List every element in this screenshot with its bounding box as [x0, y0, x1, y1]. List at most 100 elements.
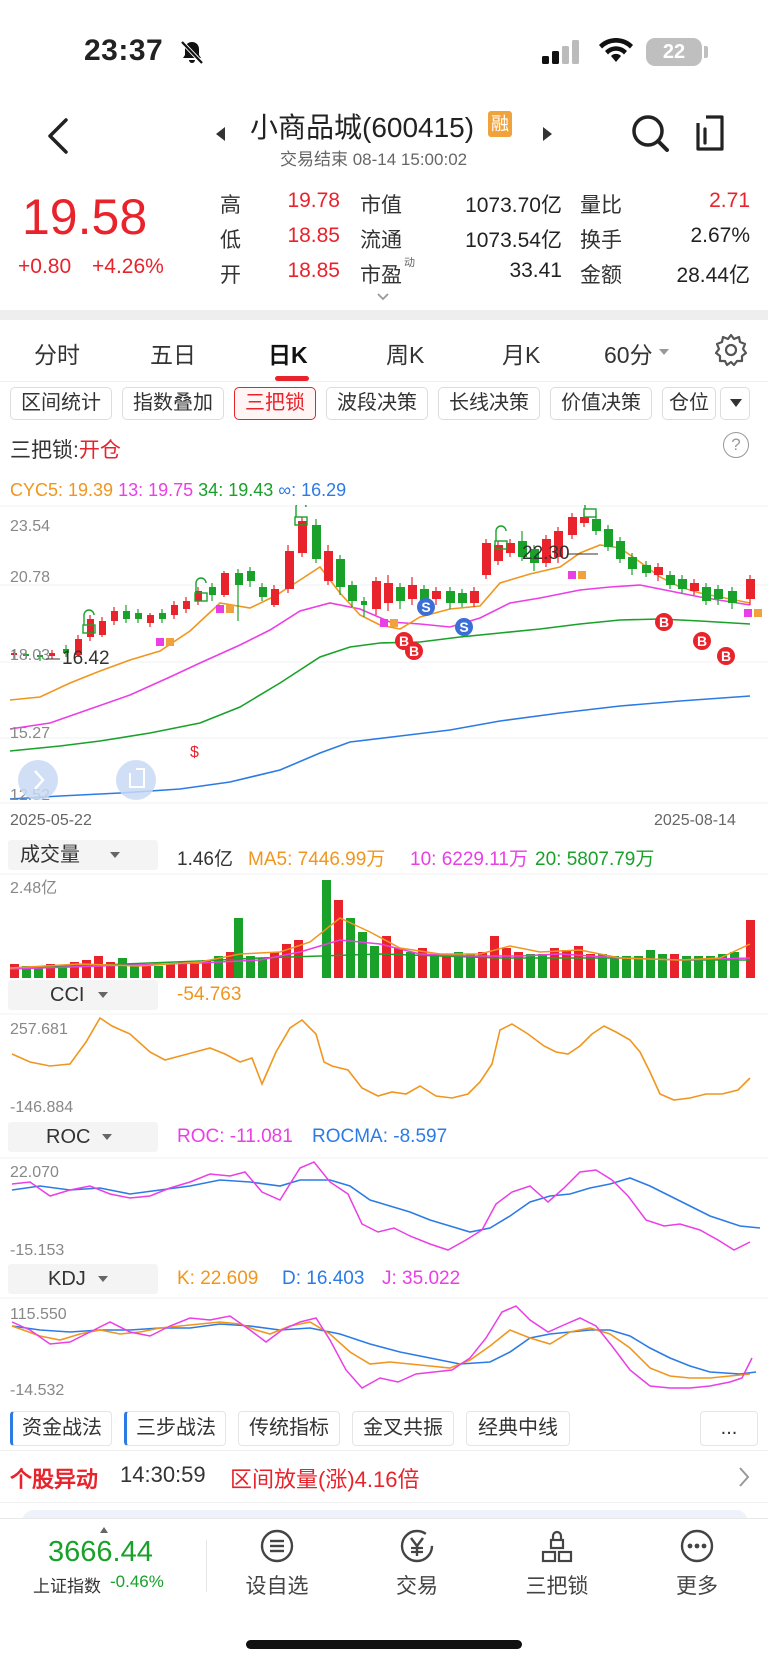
index-value[interactable]: 3666.44 — [48, 1536, 153, 1568]
tab-five-day[interactable]: 五日 — [150, 342, 196, 368]
signal-b-4: B — [697, 633, 707, 649]
alert-bottom-divider — [0, 1502, 768, 1503]
margin-badge: 融 — [488, 111, 512, 137]
next-stock-icon[interactable] — [542, 124, 554, 144]
y-label-4: 15.27 — [10, 725, 50, 742]
lock-markers — [156, 571, 762, 646]
ma-cyc5-line — [9, 544, 751, 701]
kline-chart[interactable]: S S B B B B B $ 23.54 20.78 18.03 15.27 … — [0, 505, 768, 805]
chevron-right-icon — [34, 770, 45, 790]
chevron-right-icon[interactable] — [738, 1466, 750, 1488]
volume-ma10: 10: 6229.11万 — [410, 849, 528, 870]
wifi-icon — [599, 37, 633, 62]
unlock-markers — [82, 505, 597, 634]
chip-position[interactable]: 仓位 — [662, 387, 716, 420]
cci-indicator-select[interactable]: CCI — [8, 980, 158, 1010]
chevron-down-icon — [98, 1276, 108, 1282]
strategy-tab-three-step[interactable]: 三步战法 — [124, 1411, 226, 1446]
strategy-tab-classic[interactable]: 经典中线 — [466, 1411, 570, 1446]
back-arrow-icon[interactable] — [44, 116, 72, 156]
start-date: 2025-05-22 — [10, 812, 92, 829]
cellular-signal-icon — [542, 40, 579, 64]
quote-value-high: 19.78 — [287, 189, 340, 212]
nav-sanbasuo-label: 三把锁 — [525, 1575, 589, 1598]
quote-label-open: 开 — [220, 264, 241, 287]
volume-current: 1.46亿 — [177, 849, 233, 870]
strategy-tab-fund[interactable]: 资金战法 — [10, 1411, 112, 1446]
gear-icon[interactable] — [714, 333, 748, 367]
expand-side-button — [18, 760, 58, 800]
kdj-k-value: K: 22.609 — [177, 1268, 259, 1289]
cci-min: -146.884 — [10, 1099, 73, 1116]
signal-b-5: B — [721, 648, 731, 664]
index-change: -0.46% — [110, 1572, 164, 1591]
roc-indicator-select[interactable]: ROC — [8, 1122, 158, 1152]
cci-max: 257.681 — [10, 1021, 68, 1038]
chevron-down-icon — [98, 992, 108, 998]
quote-value-turnover: 2.67% — [690, 224, 750, 247]
expand-quote-icon[interactable] — [376, 292, 390, 302]
tab-divider — [0, 381, 768, 382]
chevron-down-icon — [102, 1134, 112, 1140]
kdj-chart: 115.550 -14.532 — [0, 1297, 768, 1399]
help-icon[interactable]: ? — [723, 432, 749, 458]
kdj-j-value: J: 35.022 — [382, 1268, 461, 1289]
quote-label-high: 高 — [220, 194, 241, 217]
y-label-1: 23.54 — [10, 518, 50, 535]
quote-label-mktcap: 市值 — [360, 194, 402, 217]
nav-divider — [206, 1540, 207, 1592]
nav-trade[interactable]: 交易 — [372, 1528, 462, 1600]
nav-watchlist[interactable]: 设自选 — [232, 1528, 322, 1600]
quote-label-low: 低 — [220, 229, 241, 252]
kdj-name: KDJ — [48, 1268, 86, 1290]
stock-alert-text[interactable]: 区间放量(涨)4.16倍 — [230, 1467, 420, 1492]
stock-title: 小商品城(600415) — [250, 112, 475, 143]
quote-value-mktcap: 1073.70亿 — [465, 194, 562, 217]
tab-monthly-k[interactable]: 月K — [502, 342, 541, 368]
quote-label-volratio: 量比 — [580, 194, 622, 217]
chevron-down-icon — [110, 852, 120, 858]
chevron-up-icon — [100, 1527, 108, 1533]
index-name: 上证指数 — [33, 1577, 101, 1596]
quote-label-amount: 金额 — [580, 264, 622, 287]
end-date: 2025-08-14 — [654, 812, 736, 829]
trade-status: 交易结束 08-14 15:00:02 — [280, 150, 468, 169]
chip-index-overlay[interactable]: 指数叠加 — [122, 387, 224, 420]
high-note: 22.30 — [522, 543, 570, 564]
ma-inf: ∞: 16.29 — [278, 480, 347, 500]
strategy-tab-golden-cross[interactable]: 金叉共振 — [352, 1411, 454, 1446]
volume-indicator-select[interactable]: 成交量 — [8, 840, 158, 870]
quote-value-pe: 33.41 — [509, 259, 562, 282]
chip-interval-stats[interactable]: 区间统计 — [10, 387, 112, 420]
nav-more[interactable]: 更多 — [652, 1528, 742, 1600]
tab-daily-k[interactable]: 日K — [268, 342, 308, 368]
last-price: 19.58 — [22, 189, 148, 245]
battery-tip — [704, 46, 708, 58]
quote-label-turnover: 换手 — [580, 229, 622, 252]
signal-b-1: B — [399, 633, 409, 649]
strategy-tab-traditional[interactable]: 传统指标 — [238, 1411, 340, 1446]
tab-60min[interactable]: 60分 — [604, 342, 653, 368]
chevron-down-icon — [659, 349, 669, 355]
nav-sanbasuo[interactable]: 三把锁 — [512, 1528, 602, 1600]
prev-stock-icon[interactable] — [214, 124, 226, 144]
chip-sanbasuo[interactable]: 三把锁 — [234, 387, 316, 420]
share-screen-icon[interactable] — [692, 113, 728, 153]
tab-intraday[interactable]: 分时 — [34, 342, 80, 368]
cci-value: -54.763 — [177, 984, 242, 1005]
chip-value-decision[interactable]: 价值决策 — [550, 387, 652, 420]
volume-name: 成交量 — [20, 844, 80, 866]
chip-long-decision[interactable]: 长线决策 — [438, 387, 540, 420]
s-marker: $ — [190, 744, 199, 761]
quote-pe-sup: 动 — [404, 257, 415, 269]
strategy-tab-more[interactable]: ... — [700, 1411, 758, 1446]
kdj-indicator-select[interactable]: KDJ — [8, 1264, 158, 1294]
chip-band-decision[interactable]: 波段决策 — [326, 387, 428, 420]
stock-alert-title: 个股异动 — [10, 1467, 99, 1492]
roc-name: ROC — [46, 1126, 91, 1148]
tab-weekly-k[interactable]: 周K — [386, 342, 425, 368]
search-icon[interactable] — [630, 113, 670, 153]
trade-signals: S S B B B B B — [395, 598, 735, 665]
stock-alert-time: 14:30:59 — [120, 1462, 206, 1487]
signal-b-2: B — [409, 643, 419, 659]
